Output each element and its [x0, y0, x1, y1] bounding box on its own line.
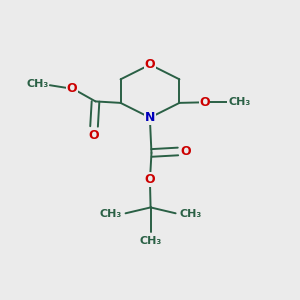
- Text: O: O: [145, 173, 155, 186]
- Text: O: O: [145, 58, 155, 71]
- Text: O: O: [180, 145, 191, 158]
- Text: O: O: [67, 82, 77, 95]
- Text: N: N: [145, 111, 155, 124]
- Text: CH₃: CH₃: [26, 79, 48, 89]
- Text: CH₃: CH₃: [179, 209, 201, 219]
- Text: CH₃: CH₃: [228, 97, 250, 107]
- Text: CH₃: CH₃: [140, 236, 162, 246]
- Text: O: O: [89, 129, 99, 142]
- Text: O: O: [199, 96, 210, 109]
- Text: CH₃: CH₃: [100, 209, 122, 219]
